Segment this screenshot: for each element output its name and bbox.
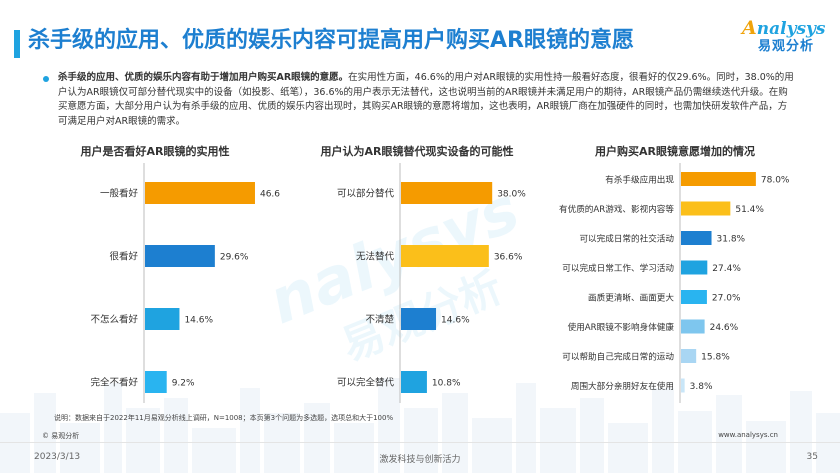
chart-3-value-label: 24.6% (710, 323, 739, 333)
chart-replacement: 可以部分替代 38.0% 无法替代 36.6% 不清楚 14.6% 可以完全替代 10.8% (337, 163, 526, 403)
summary-lead: 杀手级的应用、优质的娱乐内容有助于增加用户购买AR眼镜的意愿。 (58, 72, 349, 83)
chart-1-value-label: 46.6% (260, 190, 280, 200)
chart-2-value-label: 10.8% (432, 379, 461, 389)
chart-3-category-label: 有杀手级应用出现 (605, 174, 674, 186)
chart-3-bar (681, 349, 697, 363)
chart-1-bar (145, 182, 255, 204)
chart-3-value-label: 78.0% (761, 176, 790, 186)
chart-1-value-label: 9.2% (172, 379, 195, 389)
chart-1-value-label: 29.6% (220, 253, 249, 263)
chart-purchase-intent: 有杀手级应用出现 78.0% 有优质的AR游戏、影视内容等 51.4% 可以完成日常的社… (559, 163, 790, 403)
chart-3-bar (681, 319, 705, 334)
chart-2-title: 用户认为AR眼镜替代现实设备的可能性 (320, 145, 514, 158)
logo-wordmark: Analysys (742, 17, 826, 39)
footer-divider (0, 442, 840, 443)
chart-3-title: 用户购买AR眼镜意愿增加的情况 (595, 145, 755, 158)
chart-3-category-label: 画质更清晰、画面更大 (588, 292, 674, 304)
chart-3-category-label: 有优质的AR游戏、影视内容等 (559, 203, 674, 215)
chart-2-bar (401, 245, 489, 267)
chart-2-bar (401, 308, 437, 330)
chart-1-bar (145, 245, 215, 267)
chart-2-category-label: 可以部分替代 (337, 188, 395, 200)
page-number: 35 (806, 452, 818, 462)
chart-2-category-label: 无法替代 (356, 251, 395, 263)
chart-3-value-label: 3.8% (690, 382, 713, 392)
footer-date: 2023/3/13 (34, 452, 81, 462)
chart-3-category-label: 可以完成日常工作、学习活动 (562, 262, 674, 274)
chart-1-category-label: 一般看好 (100, 188, 139, 200)
chart-3-bar (681, 172, 756, 186)
chart-3-value-label: 27.4% (712, 264, 741, 274)
footnote: 说明：数据来自于2022年11月易观分析线上调研，N=1008；本页第3个问题为… (54, 414, 394, 422)
chart-3-category-label: 可以帮助自己完成日常的运动 (562, 351, 674, 363)
chart-3-bar (681, 231, 712, 245)
chart-3-bar (681, 260, 708, 275)
chart-1-category-label: 不怎么看好 (90, 314, 138, 326)
chart-2-value-label: 36.6% (494, 253, 523, 263)
copyright: © 易观分析 (42, 432, 80, 440)
chart-practicality: 一般看好 46.6% 很看好 29.6% 不怎么看好 14.6% 完全不看好 9.2% (90, 163, 280, 403)
chart-1-category-label: 完全不看好 (90, 377, 138, 389)
analysys-logo: Analysys 易观分析 (742, 17, 826, 58)
chart-3-category-label: 可以完成日常的社交活动 (579, 233, 674, 245)
footer-slogan: 激发科技与创新活力 (379, 455, 461, 465)
chart-1-bar (145, 308, 180, 330)
chart-3-bar (681, 290, 707, 304)
chart-2-value-label: 38.0% (497, 190, 526, 200)
chart-2-category-label: 不清楚 (365, 314, 394, 326)
chart-3-bar (681, 378, 685, 393)
chart-3-value-label: 51.4% (735, 205, 764, 215)
summary-body: 在实用性方面，46.6%的用户对AR眼镜的实用性持一般看好态度，很看好的仅29.… (58, 72, 794, 128)
chart-1-title: 用户是否看好AR眼镜的实用性 (80, 145, 230, 158)
chart-1-bar (145, 371, 167, 393)
title-accent-bar (14, 30, 20, 58)
chart-1-category-label: 很看好 (109, 251, 138, 263)
city-skyline-background (0, 378, 840, 473)
chart-3-bar (681, 201, 731, 216)
chart-3-category-label: 使用AR眼镜不影响身体健康 (568, 321, 675, 333)
chart-2-category-label: 可以完全替代 (337, 377, 395, 389)
chart-2-bar (401, 182, 493, 204)
chart-3-category-label: 周围大部分亲朋好友在使用 (571, 380, 674, 392)
summary-paragraph: 杀手级的应用、优质的娱乐内容有助于增加用户购买AR眼镜的意愿。在实用性方面，46… (58, 71, 796, 130)
logo-chinese-name: 易观分析 (758, 39, 815, 54)
website-url[interactable]: www.analysys.cn (718, 431, 778, 439)
chart-3-value-label: 27.0% (712, 294, 741, 304)
chart-3-value-label: 31.8% (717, 235, 746, 245)
chart-2-value-label: 14.6% (441, 316, 470, 326)
chart-3-value-label: 15.8% (701, 353, 730, 363)
chart-2-bar (401, 371, 427, 393)
page-title: 杀手级的应用、优质的娱乐内容可提高用户购买AR眼镜的意愿 (28, 28, 634, 53)
chart-1-value-label: 14.6% (184, 316, 213, 326)
summary-bullet-icon (43, 76, 49, 82)
